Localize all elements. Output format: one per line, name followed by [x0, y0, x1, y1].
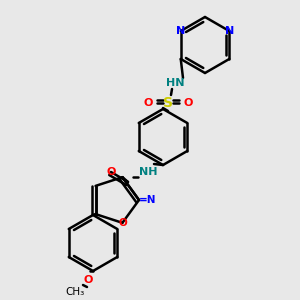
- Text: N: N: [176, 26, 185, 36]
- Text: CH₃: CH₃: [65, 287, 85, 297]
- Text: NH: NH: [139, 167, 157, 177]
- Text: =N: =N: [139, 195, 157, 205]
- Text: N: N: [225, 26, 234, 36]
- Text: O: O: [143, 98, 153, 108]
- Text: O: O: [183, 98, 193, 108]
- Text: O: O: [106, 167, 116, 177]
- Text: S: S: [163, 96, 173, 110]
- Text: O: O: [118, 218, 127, 228]
- Text: O: O: [83, 275, 93, 285]
- Text: HN: HN: [166, 78, 184, 88]
